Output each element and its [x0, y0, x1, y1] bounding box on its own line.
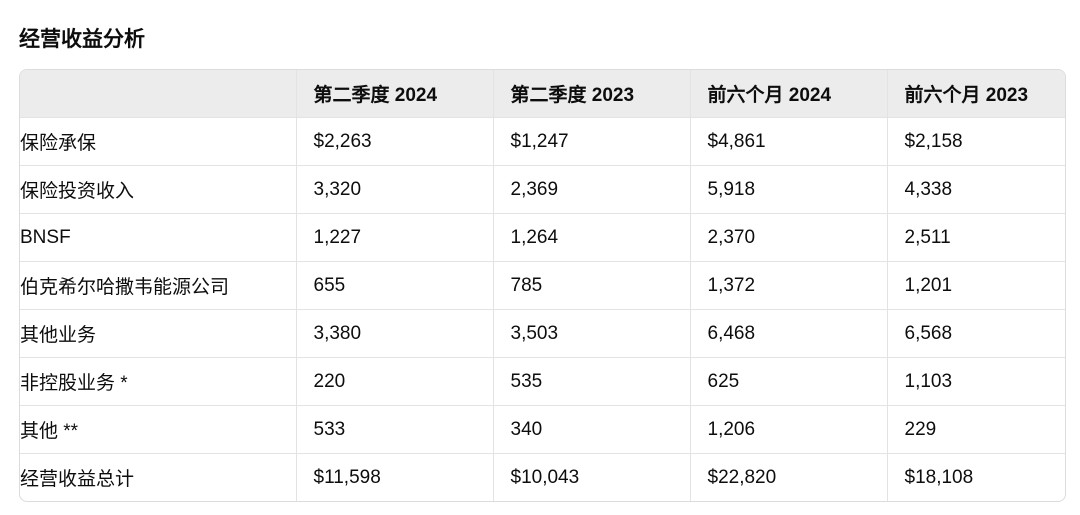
row-label: 其他 **: [20, 405, 296, 454]
cell: 1,201: [886, 261, 1065, 310]
row-label: 保险投资收入: [20, 165, 296, 214]
header-row: 第二季度 2024 第二季度 2023 前六个月 2024 前六个月 2023: [20, 70, 1065, 118]
cell: $18,108: [886, 453, 1065, 501]
cell: $10,043: [492, 453, 690, 501]
cell: 6,568: [886, 309, 1065, 358]
cell: 2,511: [886, 213, 1065, 262]
column-header: 前六个月 2024: [689, 70, 887, 118]
table: 第二季度 2024 第二季度 2023 前六个月 2024 前六个月 2023 保险承…: [20, 70, 1065, 501]
cell: 5,918: [689, 165, 887, 214]
cell: $1,247: [492, 117, 690, 166]
cell: $2,158: [886, 117, 1065, 166]
row-label: 其他业务: [20, 309, 296, 358]
cell: 3,320: [295, 165, 493, 214]
column-header: [20, 70, 296, 118]
row-label: BNSF: [20, 213, 296, 262]
row-label: 伯克希尔哈撒韦能源公司: [20, 261, 296, 310]
cell: 655: [295, 261, 493, 310]
cell: 229: [886, 405, 1065, 454]
cell: 1,264: [492, 213, 690, 262]
cell: 2,370: [689, 213, 887, 262]
cell: 340: [492, 405, 690, 454]
table-row: 保险承保 $2,263 $1,247 $4,861 $2,158: [20, 117, 1065, 166]
cell: 1,227: [295, 213, 493, 262]
cell: 1,206: [689, 405, 887, 454]
column-header: 第二季度 2024: [295, 70, 493, 118]
cell: 785: [492, 261, 690, 310]
cell: 533: [295, 405, 493, 454]
row-label: 非控股业务 *: [20, 357, 296, 406]
table-row: 保险投资收入 3,320 2,369 5,918 4,338: [20, 165, 1065, 214]
cell: 3,503: [492, 309, 690, 358]
cell: 535: [492, 357, 690, 406]
cell: $2,263: [295, 117, 493, 166]
table-row: 伯克希尔哈撒韦能源公司 655 785 1,372 1,201: [20, 261, 1065, 310]
table-row: BNSF 1,227 1,264 2,370 2,511: [20, 213, 1065, 262]
cell: 6,468: [689, 309, 887, 358]
cell: $22,820: [689, 453, 887, 501]
cell: $11,598: [295, 453, 493, 501]
cell: 1,372: [689, 261, 887, 310]
cell: $4,861: [689, 117, 887, 166]
cell: 220: [295, 357, 493, 406]
title: 经营收益分析: [19, 28, 145, 51]
table-row: 经营收益总计 $11,598 $10,043 $22,820 $18,108: [20, 453, 1065, 501]
cell: 625: [689, 357, 887, 406]
cell: 2,369: [492, 165, 690, 214]
row-label: 保险承保: [20, 117, 296, 166]
cell: 4,338: [886, 165, 1065, 214]
table-body: 保险承保 $2,263 $1,247 $4,861 $2,158 保险投资收入 3,320 2…: [20, 117, 1065, 501]
column-header: 第二季度 2023: [492, 70, 690, 118]
column-header: 前六个月 2023: [886, 70, 1065, 118]
table-container: 第二季度 2024 第二季度 2023 前六个月 2024 前六个月 2023 保险承…: [19, 69, 1066, 502]
cell: 1,103: [886, 357, 1065, 406]
table-row: 非控股业务 * 220 535 625 1,103: [20, 357, 1065, 406]
cell: 3,380: [295, 309, 493, 358]
row-label: 经营收益总计: [20, 453, 296, 501]
table-row: 其他业务 3,380 3,503 6,468 6,568: [20, 309, 1065, 358]
table-row: 其他 ** 533 340 1,206 229: [20, 405, 1065, 454]
